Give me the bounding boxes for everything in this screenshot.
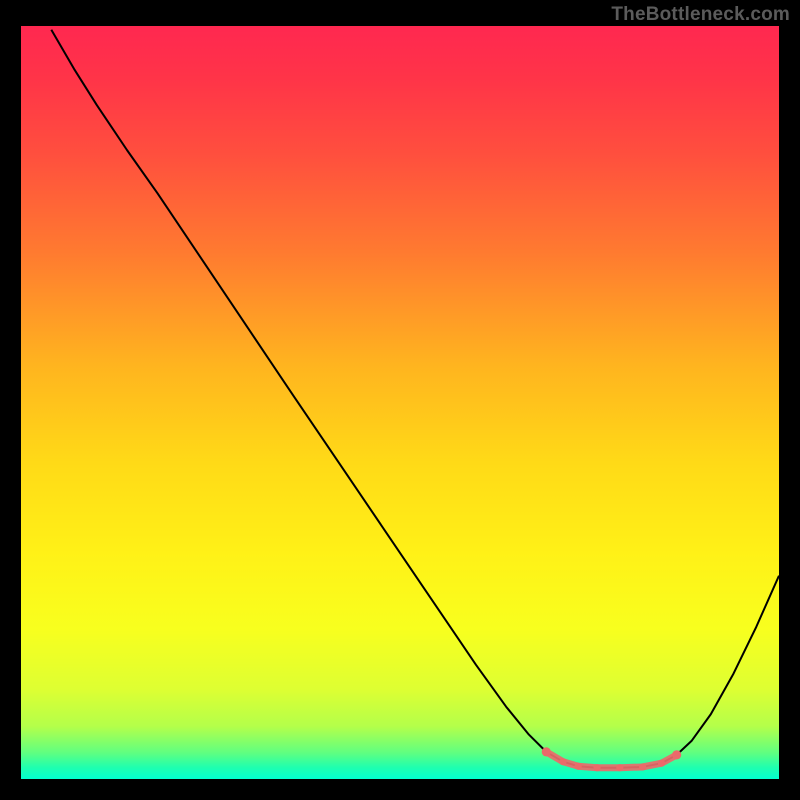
highlight-dot bbox=[658, 760, 665, 767]
plot-svg bbox=[21, 26, 779, 779]
main-curve bbox=[51, 30, 779, 768]
watermark-text: TheBottleneck.com bbox=[611, 4, 790, 26]
highlight-dot bbox=[616, 764, 623, 771]
highlight-dot bbox=[575, 763, 582, 770]
highlight-dot bbox=[543, 748, 550, 755]
plot-area bbox=[21, 26, 779, 779]
highlight-dot bbox=[593, 764, 600, 771]
highlight-dot bbox=[639, 763, 646, 770]
highlight-dot bbox=[559, 758, 566, 765]
plot-frame bbox=[21, 26, 779, 779]
highlight-dot bbox=[673, 751, 680, 758]
